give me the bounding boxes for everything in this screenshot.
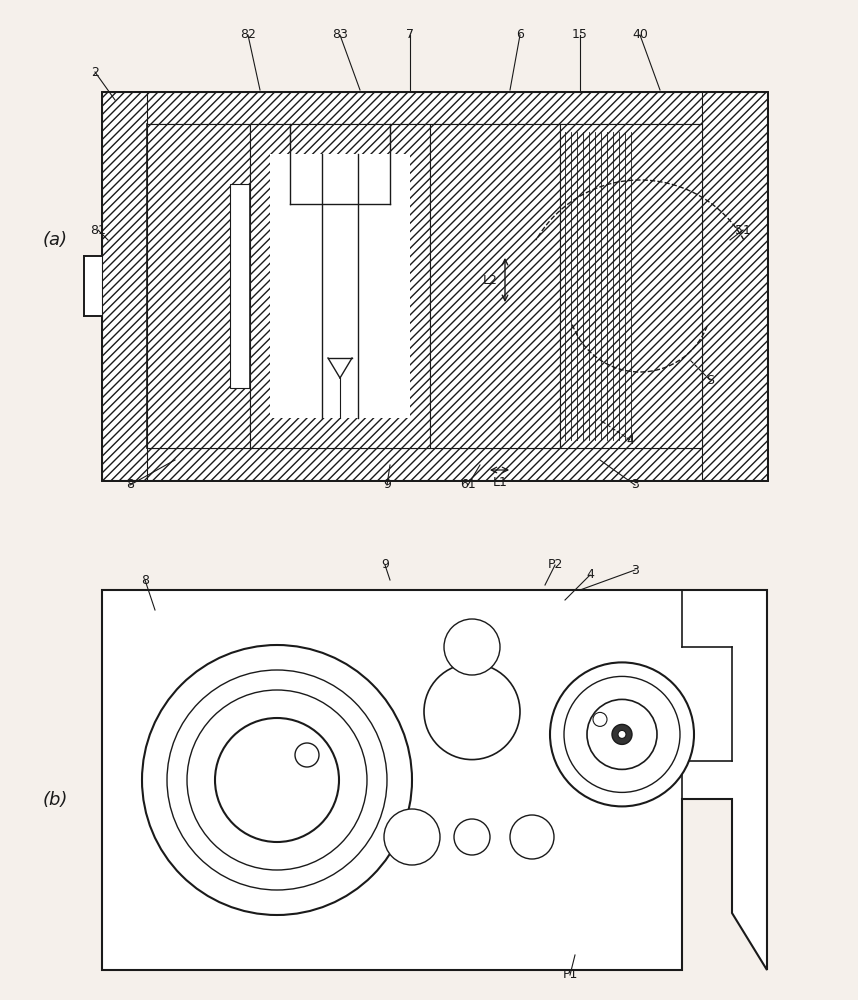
Bar: [560, 124, 702, 448]
Text: 4: 4: [586, 568, 594, 582]
Circle shape: [612, 724, 632, 744]
Bar: [445, 260, 495, 340]
Polygon shape: [250, 124, 430, 448]
Polygon shape: [147, 124, 250, 448]
Circle shape: [424, 664, 520, 760]
Circle shape: [550, 662, 694, 806]
Circle shape: [564, 676, 680, 792]
Bar: [102, 448, 767, 480]
Polygon shape: [102, 590, 767, 970]
Text: 3: 3: [631, 479, 639, 491]
Bar: [102, 92, 767, 480]
Text: P2: P2: [547, 558, 563, 572]
Circle shape: [454, 819, 490, 855]
Text: 83: 83: [332, 28, 348, 41]
Text: 81: 81: [90, 224, 106, 236]
Text: S: S: [706, 373, 714, 386]
Text: P1: P1: [562, 968, 577, 982]
Circle shape: [142, 645, 412, 915]
Circle shape: [187, 690, 367, 870]
Circle shape: [510, 815, 554, 859]
Circle shape: [167, 670, 387, 890]
Bar: [445, 172, 560, 400]
Text: 15: 15: [572, 28, 588, 41]
Text: 82: 82: [240, 28, 256, 41]
Text: 6: 6: [516, 28, 524, 41]
Circle shape: [587, 699, 657, 769]
Text: 61: 61: [460, 479, 476, 491]
Text: (b): (b): [42, 791, 68, 809]
Bar: [102, 92, 147, 480]
Bar: [270, 154, 410, 418]
Text: 3: 3: [631, 564, 639, 576]
Bar: [167, 170, 227, 380]
Text: 8: 8: [126, 479, 134, 491]
Bar: [102, 92, 767, 480]
Bar: [102, 92, 767, 124]
Polygon shape: [430, 124, 560, 448]
Bar: [290, 124, 390, 204]
Circle shape: [618, 730, 626, 738]
Text: L1: L1: [492, 476, 507, 488]
Text: 2: 2: [91, 66, 99, 79]
Circle shape: [215, 718, 339, 842]
Circle shape: [295, 743, 319, 767]
Text: 9: 9: [381, 558, 389, 572]
Text: (a): (a): [43, 231, 68, 249]
Text: 40: 40: [632, 28, 648, 41]
Text: 4: 4: [626, 434, 634, 446]
Bar: [702, 92, 767, 480]
Polygon shape: [270, 154, 410, 418]
Circle shape: [384, 809, 440, 865]
Circle shape: [444, 619, 500, 675]
Text: 8: 8: [141, 574, 149, 586]
Text: 9: 9: [383, 479, 391, 491]
Text: 7: 7: [406, 28, 414, 41]
Text: 51: 51: [735, 224, 751, 236]
Circle shape: [593, 712, 607, 726]
Text: L2: L2: [482, 273, 498, 286]
Bar: [84, 256, 104, 316]
Bar: [322, 154, 358, 418]
